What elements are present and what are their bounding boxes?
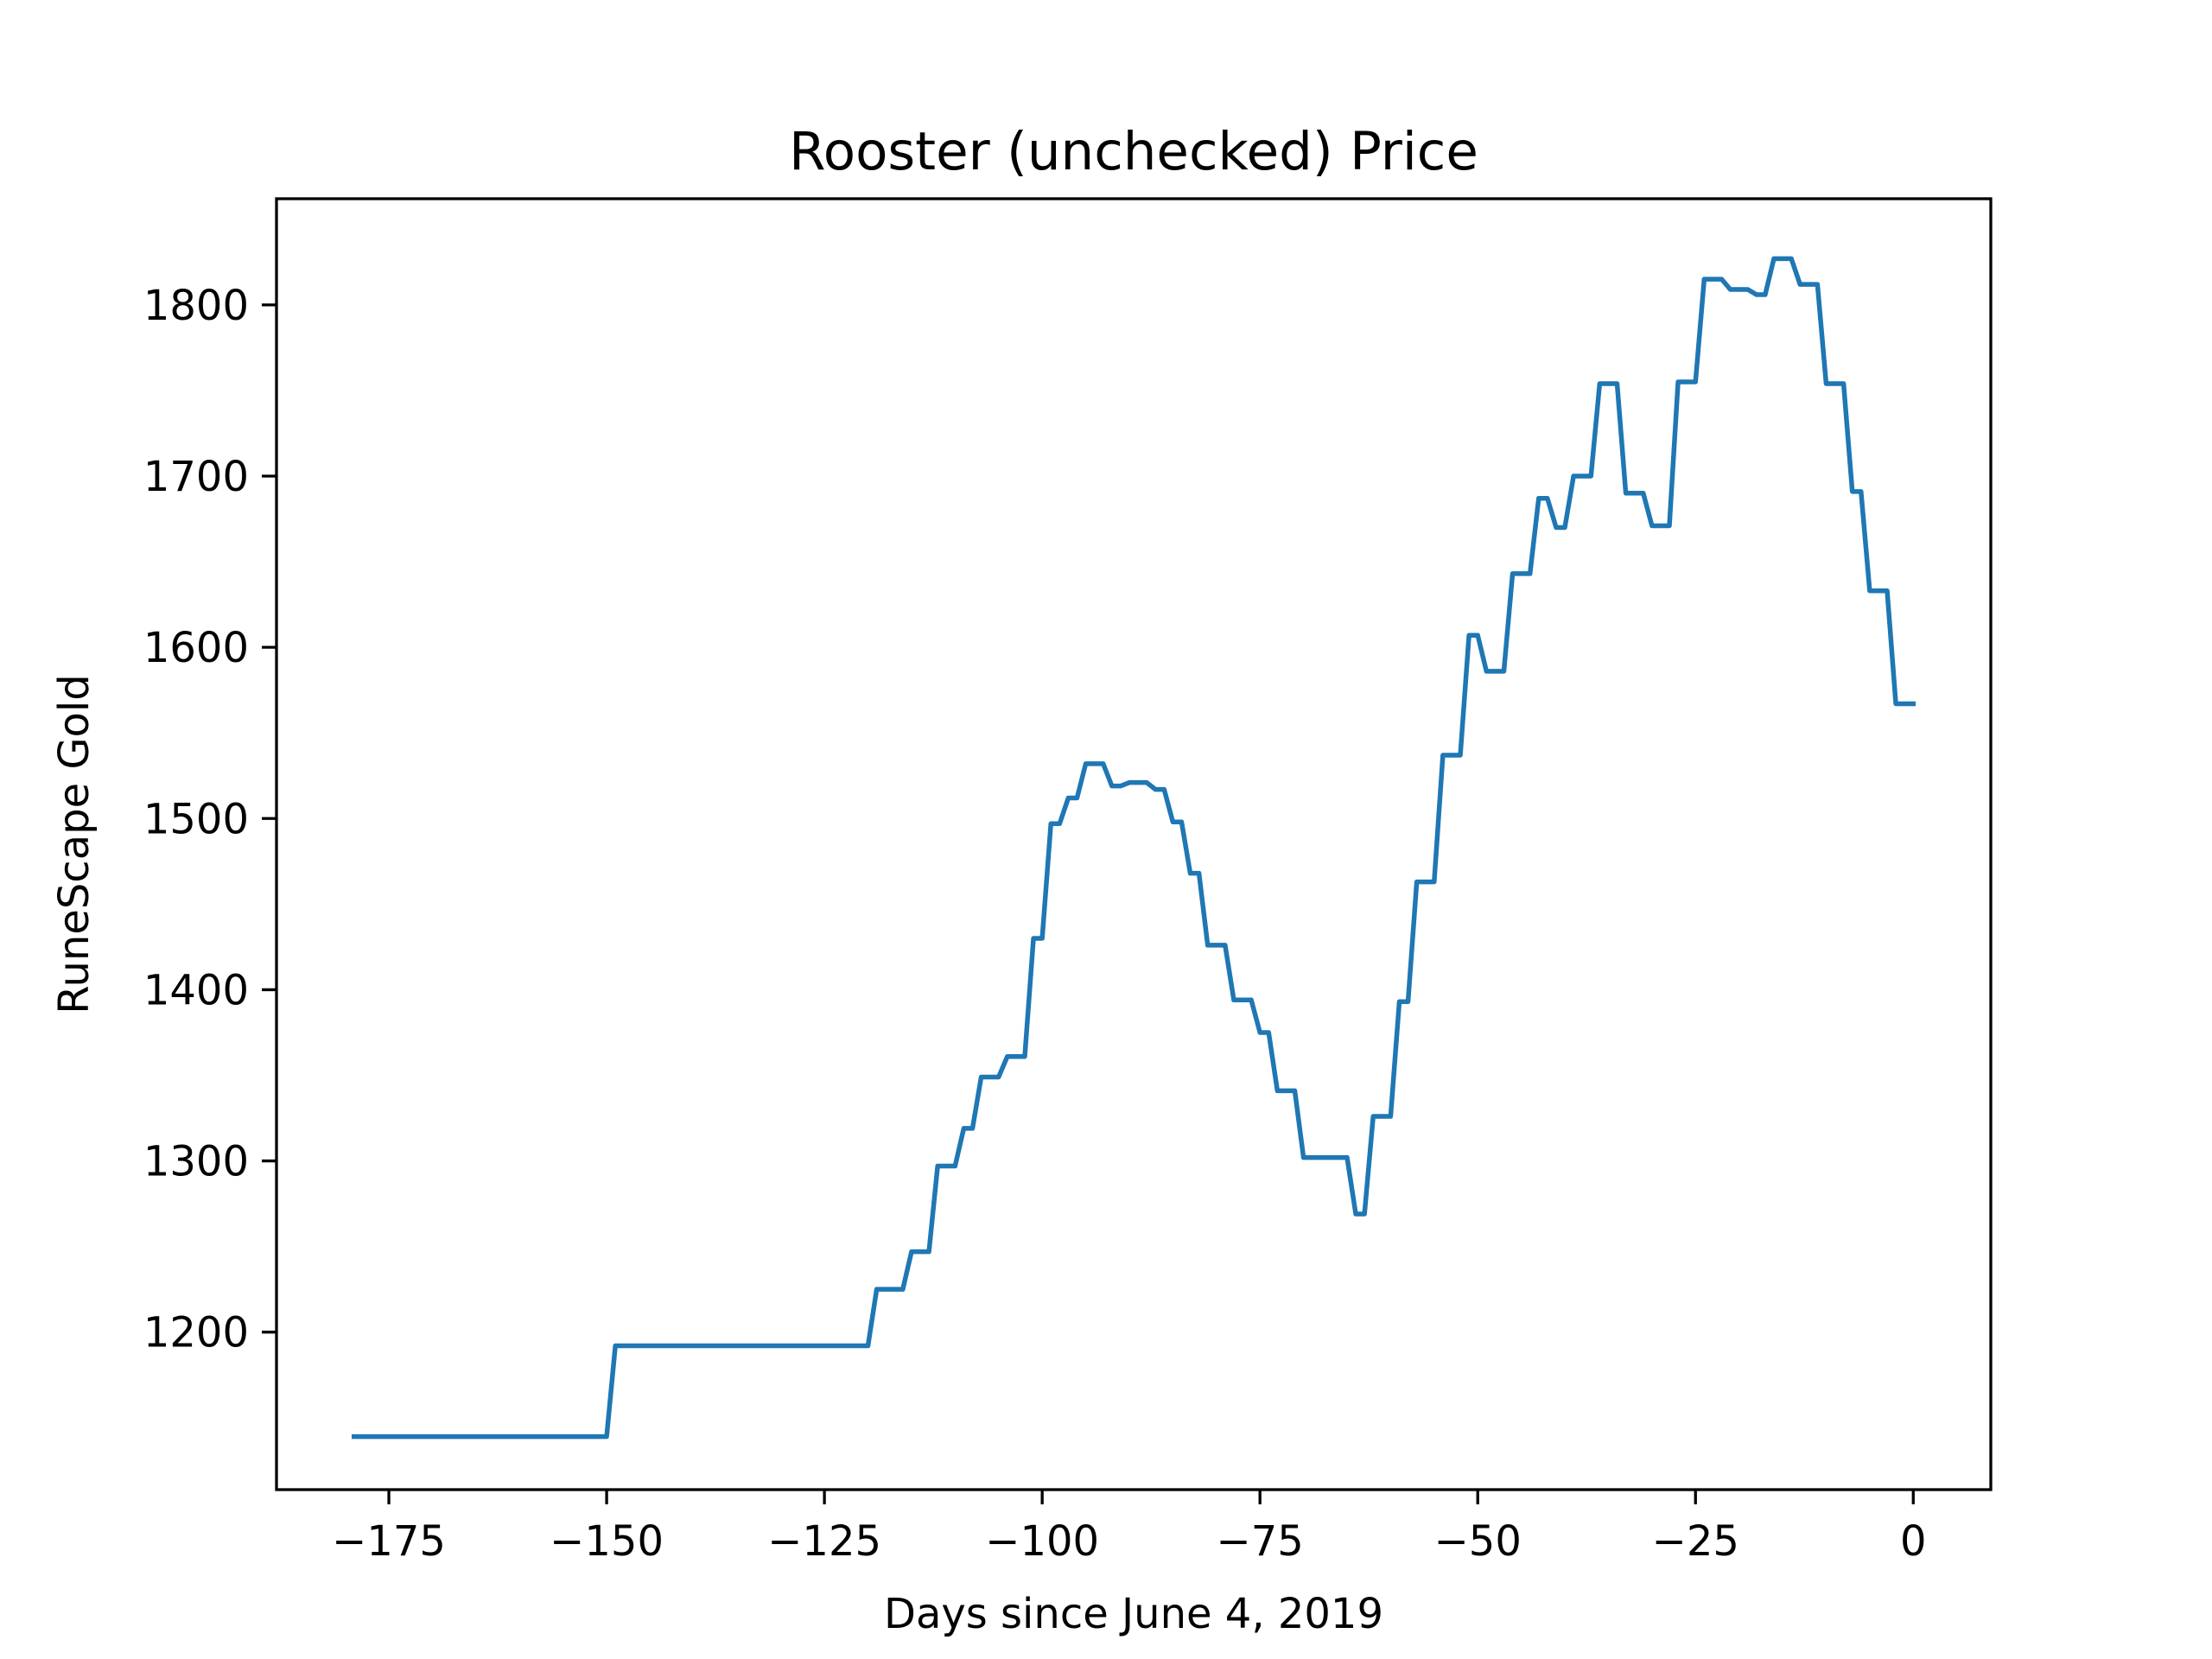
x-tick-label: −125 bbox=[767, 1517, 881, 1566]
x-axis: −175 −150 −125 −100 −75 −50 −25 0 bbox=[332, 1490, 1927, 1566]
y-tick-label: 1600 bbox=[143, 624, 249, 672]
y-tick-label: 1200 bbox=[143, 1309, 249, 1357]
x-tick-label: −50 bbox=[1434, 1517, 1522, 1566]
y-axis: 1200 1300 1400 1500 1600 1700 1800 bbox=[143, 282, 276, 1357]
plot-frame bbox=[275, 197, 1993, 1491]
y-tick-label: 1300 bbox=[143, 1138, 249, 1186]
x-tick-label: −25 bbox=[1652, 1517, 1739, 1566]
plot-area bbox=[351, 256, 1916, 1440]
y-tick-label: 1800 bbox=[143, 282, 249, 330]
x-tick-label: 0 bbox=[1900, 1517, 1927, 1566]
y-tick-label: 1400 bbox=[143, 966, 249, 1014]
x-tick-label: −100 bbox=[985, 1517, 1099, 1566]
y-tick-label: 1700 bbox=[143, 453, 249, 501]
chart-title: Rooster (unchecked) Price bbox=[789, 121, 1478, 182]
x-tick-label: −175 bbox=[332, 1517, 446, 1566]
x-axis-label: Days since June 4, 2019 bbox=[884, 1590, 1383, 1638]
price-series-line bbox=[351, 256, 1916, 1440]
x-tick-label: −150 bbox=[550, 1517, 664, 1566]
y-tick-label: 1500 bbox=[143, 795, 249, 843]
x-tick-label: −75 bbox=[1217, 1517, 1304, 1566]
y-axis-label: RuneScape Gold bbox=[50, 674, 99, 1014]
